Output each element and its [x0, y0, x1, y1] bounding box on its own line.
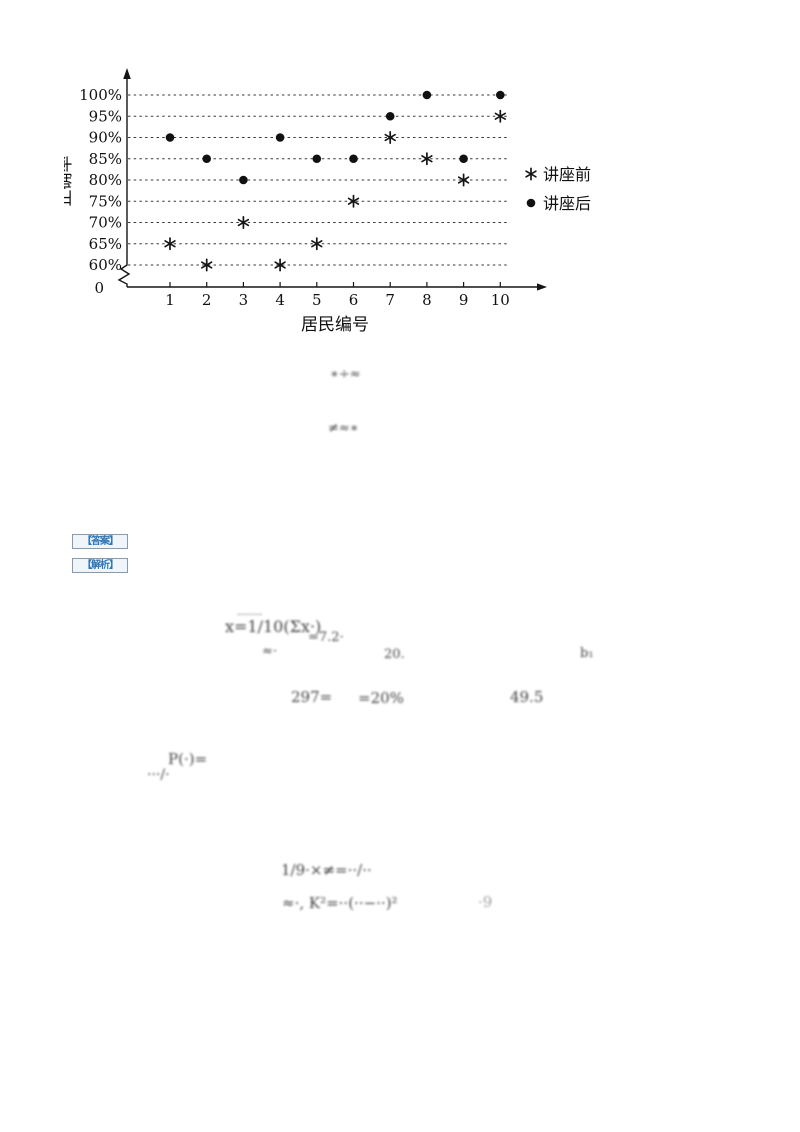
asterisk-marker-icon	[384, 131, 396, 144]
faint-fragment: ∗÷≈	[330, 367, 361, 382]
asterisk-marker-icon	[201, 258, 213, 272]
faint-fragment: x=1/10(Σx·)	[225, 617, 322, 636]
y-tick-label: 60%	[89, 256, 122, 274]
data-point-after	[385, 111, 395, 121]
y-axis-arrow-icon	[123, 68, 131, 79]
y-tick-label: 85%	[89, 150, 122, 168]
data-point-after	[165, 133, 175, 142]
faint-fragment: =20%	[358, 689, 404, 707]
faint-fragment: ≠≈∗	[328, 421, 359, 436]
x-tick-label: 1	[165, 291, 175, 309]
faint-fragment: ·9	[478, 893, 493, 911]
faint-fragment: b₁	[580, 646, 594, 661]
data-point-after	[312, 154, 322, 164]
faint-fragment: 49.5	[510, 688, 544, 706]
asterisk-marker-icon	[237, 216, 250, 229]
x-axis-arrow-icon	[537, 283, 547, 291]
faint-fragment: ········	[237, 610, 263, 621]
faint-fragment: 20.	[384, 647, 405, 662]
faint-fragment: ···/·	[147, 767, 170, 783]
asterisk-marker-icon	[164, 237, 176, 251]
asterisk-marker-icon	[494, 109, 506, 123]
data-point-after	[239, 175, 248, 185]
faint-fragment: ≈·	[262, 644, 278, 659]
legend-marker-after-icon	[526, 198, 536, 208]
asterisk-marker-icon	[525, 167, 537, 181]
x-tick-label: 8	[422, 291, 432, 309]
asterisk-marker-icon	[421, 152, 433, 166]
x-tick-label: 4	[275, 291, 285, 309]
data-point-after	[202, 154, 211, 164]
legend-label-before: 讲座前	[543, 165, 591, 184]
faint-fragment: 297=	[291, 688, 333, 706]
faint-fragment: P(·)=	[168, 750, 208, 768]
y-tick-label: 75%	[89, 192, 122, 210]
x-tick-label: 6	[349, 291, 359, 309]
data-point-after	[349, 154, 358, 164]
y-tick-label: 80%	[89, 171, 122, 189]
asterisk-marker-icon	[274, 258, 286, 272]
x-tick-label: 5	[312, 291, 322, 309]
y-tick-label: 95%	[89, 107, 122, 125]
asterisk-marker-icon	[457, 173, 470, 187]
legend-label-after: 讲座后	[543, 194, 591, 213]
analysis-tag[interactable]: 【解析】	[72, 558, 128, 573]
faint-fragment: 1/9·×≠=··/··	[281, 861, 372, 879]
y-tick-label: 90%	[89, 129, 122, 147]
data-point-after	[275, 133, 285, 142]
x-axis-title: 居民编号	[301, 315, 369, 335]
asterisk-marker-icon	[347, 194, 360, 208]
data-point-after	[422, 90, 432, 100]
answer-tag[interactable]: 【答案】	[72, 534, 128, 549]
faint-fragment: =7.2·	[308, 630, 344, 645]
data-point-after	[459, 154, 468, 164]
x-tick-label: 7	[385, 291, 395, 309]
x-tick-label: 10	[491, 291, 510, 309]
y-tick-label: 70%	[89, 214, 122, 232]
x-tick-label: 9	[459, 291, 469, 309]
y-tick-label: 65%	[89, 235, 122, 253]
faint-fragment: ≈·, K²=··(··−··)²	[282, 894, 398, 912]
x-tick-label: 2	[202, 291, 212, 309]
y-origin-label: 0	[94, 279, 104, 297]
y-axis-title: 正确率	[64, 156, 75, 207]
asterisk-marker-icon	[311, 237, 323, 251]
y-axis	[117, 74, 131, 287]
x-tick-label: 3	[239, 291, 249, 309]
y-tick-label: 100%	[79, 86, 122, 104]
scatter-chart: 100% 95% 90% 85% 80% 75% 70% 65% 60% 0 1 2 3 4 5 6 7 8 9 10…	[64, 64, 600, 336]
data-point-after	[496, 90, 505, 100]
